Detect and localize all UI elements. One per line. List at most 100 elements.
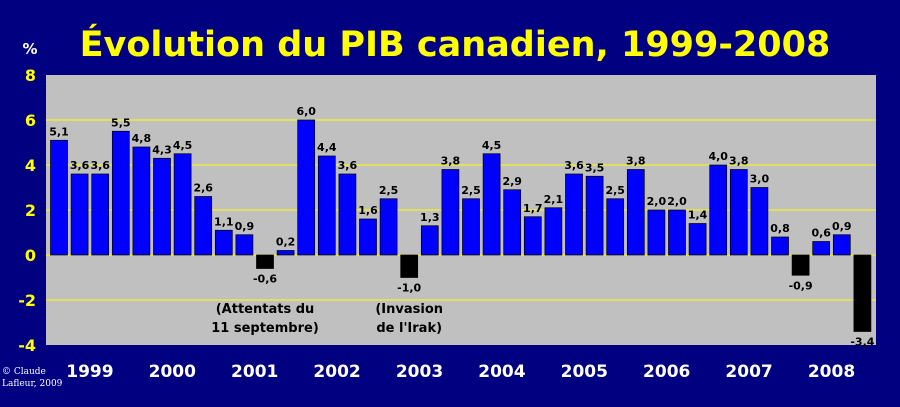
bar-value-label: 4,4 <box>317 141 337 154</box>
bar <box>194 196 213 256</box>
bar-value-label: 3,6 <box>70 159 90 172</box>
x-tick-labels: 1999 2000 2001 2002 2003 2004 2005 2006 2007 2008 <box>66 362 855 382</box>
bar <box>91 173 110 256</box>
bar <box>606 198 625 256</box>
y-tick-label: 6 <box>25 111 36 130</box>
x-tick-label: 2007 <box>725 362 772 382</box>
bar-value-label: 4,3 <box>152 143 172 156</box>
bar-value-label: 2,5 <box>379 184 399 197</box>
bar-value-label: 3,0 <box>750 173 770 186</box>
bar <box>729 169 748 256</box>
bar <box>688 223 707 256</box>
bar-value-label: 2,0 <box>667 195 687 208</box>
x-tick-label: 2003 <box>396 362 443 382</box>
bar <box>544 207 563 256</box>
bar <box>626 169 645 256</box>
y-tick-label: 8 <box>25 66 36 85</box>
bars <box>50 119 872 332</box>
bar <box>565 173 583 256</box>
bar <box>132 146 151 256</box>
credit-line-2: Lafleur, 2009 <box>2 379 63 389</box>
x-tick-label: 1999 <box>66 362 113 382</box>
bar <box>668 209 686 256</box>
bar <box>853 254 872 332</box>
y-tick-label: 4 <box>25 156 36 175</box>
bar <box>359 218 377 256</box>
bar <box>400 254 419 278</box>
bar-value-label: 2,5 <box>461 184 481 197</box>
bar-value-label: 0,2 <box>276 236 296 249</box>
bar <box>812 241 831 256</box>
bar <box>256 254 274 269</box>
bar-value-label: 0,9 <box>235 220 255 233</box>
bar <box>379 198 398 256</box>
bar-value-label: 2,0 <box>647 195 667 208</box>
bar-value-label: 3,8 <box>729 155 749 168</box>
x-tick-label: 2008 <box>808 362 855 382</box>
annotation-line: (Attentats du <box>216 302 315 317</box>
bar <box>70 173 89 256</box>
bar-value-label: 3,6 <box>338 159 358 172</box>
bar-value-label: 2,9 <box>502 175 522 188</box>
bar-value-label: 1,1 <box>214 215 234 228</box>
y-tick-labels: 8 6 4 2 0 -2 -4 <box>18 66 36 355</box>
bar-value-label: 1,4 <box>688 209 708 222</box>
y-tick-label: 0 <box>25 246 36 265</box>
y-tick-label: -4 <box>18 336 36 355</box>
bar-value-label: 3,6 <box>90 159 110 172</box>
bar <box>791 254 810 276</box>
bar-value-label: 5,1 <box>49 125 69 138</box>
bar <box>771 236 789 256</box>
bar <box>750 187 769 256</box>
bar <box>153 157 171 256</box>
x-tick-label: 2004 <box>478 362 525 382</box>
bar-value-label: 0,8 <box>770 222 790 235</box>
annotation-line: (Invasion <box>375 302 443 317</box>
bar-value-label: 2,6 <box>193 182 213 195</box>
bar-value-label: 3,8 <box>441 155 461 168</box>
bar-value-label: 6,0 <box>296 105 316 118</box>
bar <box>441 169 460 256</box>
bar <box>709 164 728 256</box>
bar-value-label: -3,4 <box>850 336 874 349</box>
x-tick-label: 2001 <box>231 362 278 382</box>
data-labels: 5,13,6 3,65,54,84,3 4,52,61,1 0,9-0,60,26,0… <box>49 105 875 349</box>
bar <box>173 153 192 256</box>
bar <box>482 153 501 256</box>
bar-value-label: 2,1 <box>544 193 564 206</box>
annotation-line: de l'Irak) <box>376 321 442 336</box>
bar <box>214 229 233 256</box>
y-tick-label: 2 <box>25 201 36 220</box>
bar <box>338 173 357 256</box>
bar-value-label: 3,5 <box>585 161 605 174</box>
bar-value-label: 3,6 <box>564 159 584 172</box>
bar-value-label: 4,5 <box>482 139 502 152</box>
chart-title: Évolution du PIB canadien, 1999-2008 <box>80 23 831 65</box>
bar <box>317 155 336 256</box>
bar <box>297 119 316 256</box>
bar <box>523 216 542 256</box>
bar-value-label: -0,6 <box>253 273 277 286</box>
copyright-credit: © Claude Lafleur, 2009 <box>2 366 62 390</box>
annotation-line: 11 septembre) <box>211 321 319 336</box>
bar-value-label: 1,6 <box>358 204 378 217</box>
x-tick-label: 2002 <box>313 362 360 382</box>
bar <box>276 250 295 256</box>
bar <box>420 225 439 256</box>
bar-value-label: -0,9 <box>789 279 813 292</box>
credit-line-1: © Claude <box>2 367 46 377</box>
bar-value-label: 4,8 <box>132 132 152 145</box>
bar-value-label: 5,5 <box>111 116 131 129</box>
annotations: (Attentats du 11 septembre) (Invasion de l'… <box>211 302 443 336</box>
bar-value-label: 0,6 <box>811 227 831 240</box>
bar <box>462 198 480 256</box>
bar <box>832 234 851 256</box>
bar-value-label: 3,8 <box>626 155 646 168</box>
bar-value-label: 4,0 <box>708 150 728 163</box>
bar-value-label: 1,3 <box>420 211 440 224</box>
bar-value-label: 2,5 <box>605 184 625 197</box>
bar-value-label: 4,5 <box>173 139 193 152</box>
x-tick-label: 2006 <box>643 362 690 382</box>
y-tick-label: -2 <box>18 291 36 310</box>
